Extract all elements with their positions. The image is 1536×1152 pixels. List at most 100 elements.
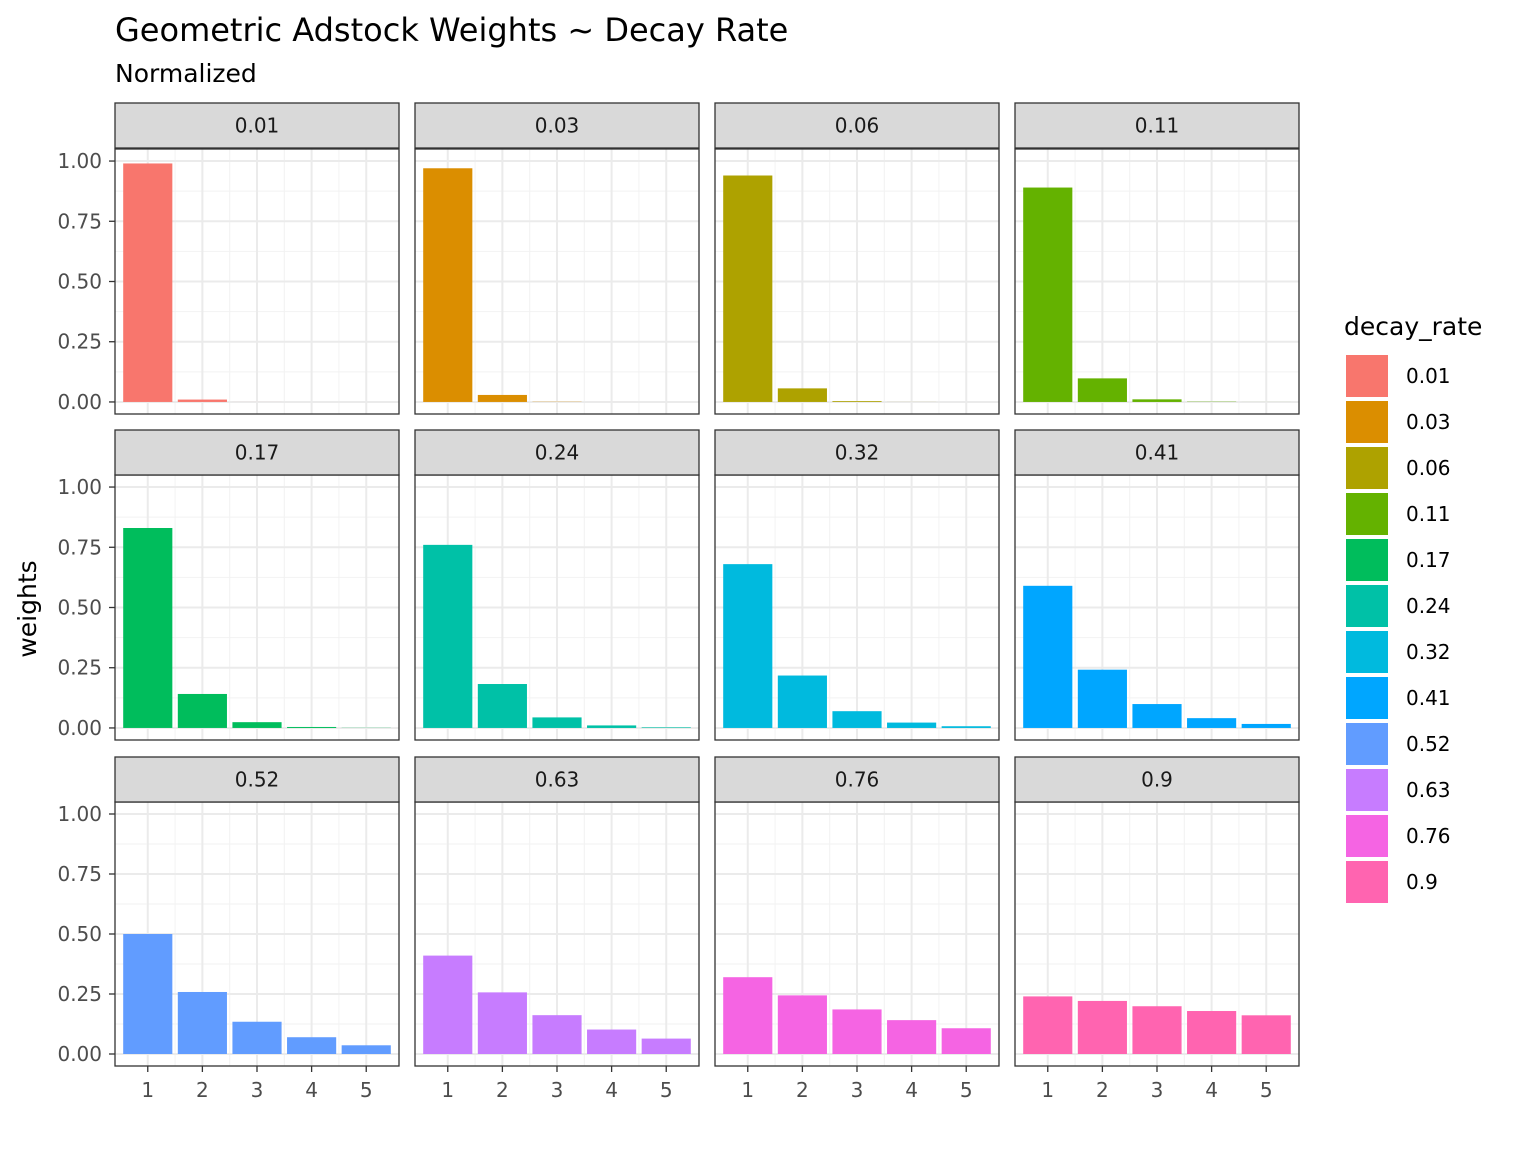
- x-tick-label: 2: [1096, 1078, 1109, 1102]
- bar: [723, 175, 773, 402]
- facet-panel: 0.01 0.00 0.25 0.50 0.75 1.00: [57, 102, 400, 415]
- x-tick-label: 4: [605, 1078, 618, 1102]
- strip: [414, 429, 700, 476]
- x-tick-label: 1: [441, 1078, 454, 1102]
- strip-label: 0.03: [535, 114, 580, 138]
- bar: [641, 727, 691, 728]
- legend-label: 0.41: [1406, 686, 1451, 710]
- bar: [177, 693, 227, 728]
- x-tick-label: 4: [905, 1078, 918, 1102]
- strip-label: 0.76: [835, 768, 880, 792]
- bar: [832, 1009, 882, 1054]
- y-tick-label: 1.00: [57, 475, 102, 499]
- legend-label: 0.63: [1406, 778, 1451, 802]
- y-tick-label: 0.25: [57, 656, 102, 680]
- legend-key: [1346, 493, 1388, 535]
- legend-key: [1346, 355, 1388, 397]
- legend-title: decay_rate: [1344, 312, 1482, 341]
- legend: decay_rate 0.01 0.03 0.06 0.11 0.17 0.24 0.32 0…: [1344, 312, 1482, 903]
- legend-label: 0.52: [1406, 732, 1451, 756]
- x-tick-label: 2: [496, 1078, 509, 1102]
- x-tick-label: 3: [551, 1078, 564, 1102]
- bar: [777, 995, 827, 1054]
- x-tick-label: 5: [360, 1078, 373, 1102]
- strip: [1014, 429, 1300, 476]
- x-tick-label: 5: [1260, 1078, 1273, 1102]
- bar: [887, 1020, 937, 1054]
- bar: [232, 722, 282, 728]
- facet-panel: 0.03: [414, 102, 700, 415]
- strip: [714, 102, 1000, 149]
- legend-key: [1346, 585, 1388, 627]
- facet-panel: 0.17 0.00 0.25 0.50 0.75 1.00: [57, 429, 400, 741]
- facet-panel: 0.32: [714, 429, 1000, 741]
- panel-border: [1014, 148, 1300, 415]
- bar: [1132, 399, 1182, 402]
- x-tick-label: 2: [796, 1078, 809, 1102]
- chart-title: Geometric Adstock Weights ~ Decay Rate: [115, 11, 788, 49]
- strip-label: 0.41: [1135, 441, 1180, 465]
- facet-panel: 0.52 0.00 0.25 0.50 0.75 1.00 1 2 3 4 5: [57, 756, 400, 1102]
- legend-key: [1346, 677, 1388, 719]
- bar: [1023, 187, 1073, 402]
- legend-key: [1346, 815, 1388, 857]
- bar: [423, 544, 473, 728]
- y-tick-label: 0.00: [57, 1042, 102, 1066]
- legend-key: [1346, 861, 1388, 903]
- x-tick-label: 3: [1151, 1078, 1164, 1102]
- strip: [1014, 102, 1300, 149]
- bar: [777, 675, 827, 728]
- bar: [1241, 723, 1291, 728]
- bar: [477, 684, 527, 728]
- y-tick-label: 1.00: [57, 149, 102, 173]
- bar: [341, 1045, 391, 1054]
- legend-key: [1346, 769, 1388, 811]
- strip-label: 0.01: [235, 114, 280, 138]
- y-tick-label: 0.25: [57, 982, 102, 1006]
- panel-border: [414, 148, 700, 415]
- x-tick-label: 3: [251, 1078, 264, 1102]
- strip-label: 0.9: [1141, 768, 1173, 792]
- strip: [714, 756, 1000, 803]
- strip: [714, 429, 1000, 476]
- bar: [1241, 1015, 1291, 1054]
- facet-panel: 0.9 1 2 3 4 5: [1014, 756, 1300, 1102]
- x-tick-label: 4: [305, 1078, 318, 1102]
- legend-key: [1346, 723, 1388, 765]
- legend-label: 0.11: [1406, 502, 1451, 526]
- y-tick-label: 0.75: [57, 862, 102, 886]
- bar: [423, 955, 473, 1054]
- legend-key: [1346, 447, 1388, 489]
- bar: [1077, 1000, 1127, 1054]
- legend-label: 0.06: [1406, 456, 1451, 480]
- x-tick-label: 5: [660, 1078, 673, 1102]
- facet-panel: 0.24: [414, 429, 700, 741]
- legend-label: 0.17: [1406, 548, 1451, 572]
- strip-label: 0.17: [235, 441, 280, 465]
- bar: [177, 399, 227, 402]
- strip: [114, 429, 400, 476]
- strip: [1014, 756, 1300, 803]
- y-axis-title: weights: [13, 560, 42, 657]
- y-tick-label: 0.75: [57, 209, 102, 233]
- bar: [832, 401, 882, 402]
- bar: [287, 726, 337, 728]
- facet-panel: 0.41: [1014, 429, 1300, 741]
- bar: [123, 163, 173, 402]
- legend-label: 0.76: [1406, 824, 1451, 848]
- bar: [587, 1029, 637, 1054]
- strip: [414, 756, 700, 803]
- bar: [532, 717, 582, 728]
- facet-panel: 0.06: [714, 102, 1000, 415]
- x-tick-label: 1: [141, 1078, 154, 1102]
- legend-key: [1346, 539, 1388, 581]
- y-tick-label: 0.25: [57, 330, 102, 354]
- chart-subtitle: Normalized: [115, 59, 257, 88]
- strip: [414, 102, 700, 149]
- bar: [887, 722, 937, 728]
- x-tick-label: 5: [960, 1078, 973, 1102]
- y-tick-label: 0.00: [57, 716, 102, 740]
- bar: [777, 388, 827, 402]
- bar: [587, 725, 637, 728]
